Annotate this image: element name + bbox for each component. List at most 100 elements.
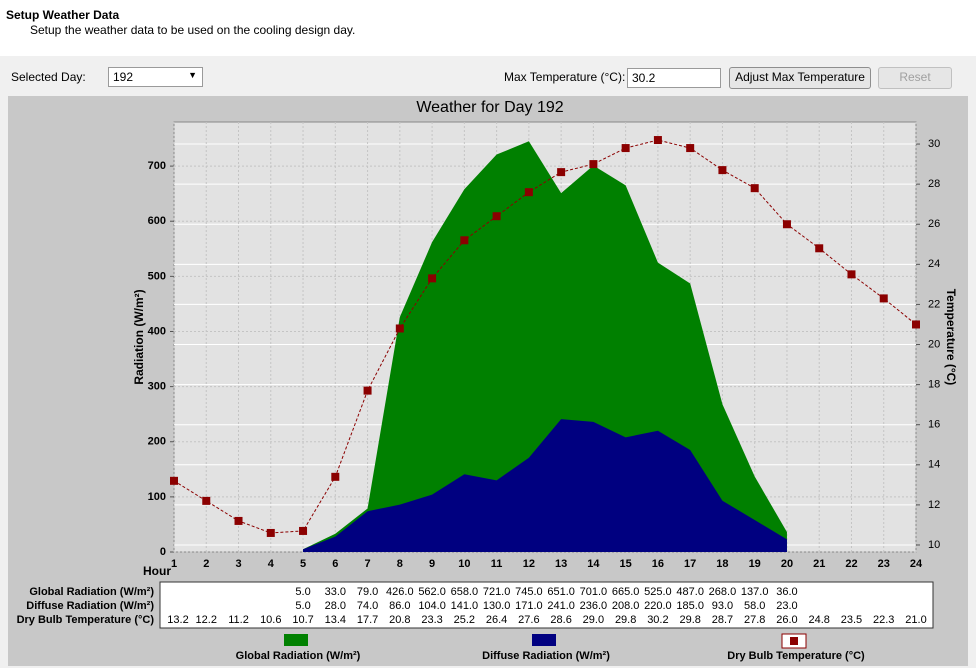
selected-day-value: 192: [113, 70, 134, 84]
y-tick-label: 0: [160, 546, 166, 558]
x-tick-label: 24: [910, 558, 923, 570]
x-tick-label: 17: [684, 558, 696, 570]
table-cell: 23.0: [776, 600, 797, 612]
dropdown-arrow: ▼: [188, 70, 197, 80]
table-row-label: Global Radiation (W/m²): [29, 586, 154, 598]
table-cell: 28.6: [550, 614, 571, 626]
table-cell: 721.0: [483, 586, 511, 598]
table-cell: 137.0: [741, 586, 769, 598]
temperature-marker: [653, 136, 662, 145]
table-cell: 29.0: [583, 614, 604, 626]
max-temp-input[interactable]: 30.2: [627, 68, 721, 88]
x-tick-label: 8: [397, 558, 403, 570]
table-cell: 33.0: [325, 586, 346, 598]
table-cell: 701.0: [580, 586, 608, 598]
x-tick-label: 3: [235, 558, 241, 570]
x-tick-label: 11: [491, 558, 503, 570]
table-cell: 745.0: [515, 586, 543, 598]
temperature-marker: [879, 294, 888, 303]
y2-tick-label: 12: [928, 499, 940, 511]
selected-day-dropdown[interactable]: 192 ▼: [108, 67, 203, 87]
table-cell: 236.0: [580, 600, 608, 612]
table-cell: 665.0: [612, 586, 640, 598]
x-tick-label: 5: [300, 558, 306, 570]
table-cell: 79.0: [357, 586, 378, 598]
x-tick-label: 20: [781, 558, 793, 570]
temperature-marker: [331, 472, 340, 481]
y-tick-label: 100: [148, 491, 166, 503]
legend-swatch-marker: [790, 637, 798, 645]
header-subtitle: Setup the weather data to be used on the…: [30, 23, 356, 37]
temperature-marker: [750, 184, 759, 193]
chart: Weather for Day 192 10121416182022242628…: [8, 96, 968, 666]
y-axis-label: Radiation (W/m²): [132, 289, 146, 384]
table-cell: 27.6: [518, 614, 539, 626]
table-cell: 17.7: [357, 614, 378, 626]
x-tick-label: 4: [268, 558, 275, 570]
temperature-marker: [202, 496, 211, 505]
x-tick-label: 19: [749, 558, 761, 570]
table-cell: 658.0: [451, 586, 479, 598]
temperature-marker: [170, 476, 178, 485]
table-cell: 525.0: [644, 586, 672, 598]
radiation-area: [303, 419, 787, 552]
table-cell: 10.6: [260, 614, 281, 626]
table-cell: 86.0: [389, 600, 410, 612]
x-tick-label: 2: [203, 558, 209, 570]
temperature-marker: [621, 144, 630, 153]
y-tick-label: 500: [148, 270, 166, 282]
y2-tick-label: 16: [928, 419, 940, 431]
x-tick-label: 23: [878, 558, 890, 570]
table-cell: 27.8: [744, 614, 765, 626]
temperature-marker: [299, 526, 308, 535]
table-cell: 22.3: [873, 614, 894, 626]
adjust-button[interactable]: Adjust Max Temperature: [729, 67, 871, 89]
y2-tick-label: 28: [928, 178, 940, 190]
table-cell: 171.0: [515, 600, 543, 612]
temperature-marker: [815, 244, 824, 253]
data-table: [159, 581, 934, 629]
table-cell: 11.2: [228, 614, 249, 626]
legend-swatch: [532, 634, 556, 646]
table-cell: 21.0: [905, 614, 926, 626]
y-tick-label: 600: [148, 215, 166, 227]
y2-tick-label: 26: [928, 218, 940, 230]
y2-tick-label: 10: [928, 539, 940, 551]
temperature-marker: [524, 188, 533, 197]
table-cell: 26.4: [486, 614, 507, 626]
table-cell: 13.4: [325, 614, 346, 626]
x-tick-label: 16: [652, 558, 664, 570]
table-cell: 141.0: [451, 600, 479, 612]
y2-tick-label: 30: [928, 138, 940, 150]
temperature-marker: [492, 212, 501, 221]
temperature-marker: [395, 324, 404, 333]
x-tick-label: 22: [845, 558, 857, 570]
y2-tick-label: 22: [928, 298, 940, 310]
table-cell: 241.0: [547, 600, 575, 612]
y-tick-label: 700: [148, 160, 166, 172]
temperature-marker: [460, 236, 469, 245]
table-cell: 104.0: [418, 600, 446, 612]
table-cell: 28.0: [325, 600, 346, 612]
table-cell: 5.0: [295, 586, 310, 598]
table-cell: 208.0: [612, 600, 640, 612]
temperature-marker: [718, 166, 727, 175]
x-tick-label: 12: [523, 558, 535, 570]
temperature-marker: [557, 168, 566, 177]
table-cell: 23.5: [841, 614, 862, 626]
x-tick-label: 1: [171, 558, 177, 570]
selected-day-label: Selected Day:: [11, 70, 86, 84]
x-tick-label: 15: [620, 558, 632, 570]
y2-tick-label: 20: [928, 338, 940, 350]
chart-title: Weather for Day 192: [416, 99, 563, 116]
table-cell: 93.0: [712, 600, 733, 612]
table-row-label: Diffuse Radiation (W/m²): [26, 600, 154, 612]
x-tick-label: 10: [458, 558, 470, 570]
table-cell: 130.0: [483, 600, 511, 612]
table-cell: 20.8: [389, 614, 410, 626]
legend-label: Diffuse Radiation (W/m²): [482, 650, 610, 662]
legend-label: Dry Bulb Temperature (°C): [727, 650, 865, 662]
reset-button[interactable]: Reset: [878, 67, 952, 89]
table-cell: 28.7: [712, 614, 733, 626]
y-tick-label: 400: [148, 325, 166, 337]
